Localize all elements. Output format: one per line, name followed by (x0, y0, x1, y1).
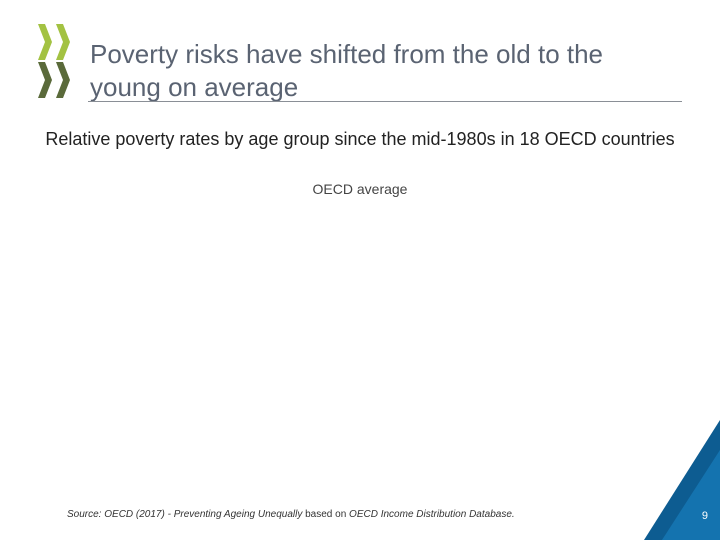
source-note: Source: OECD (2017) - Preventing Ageing … (67, 509, 627, 520)
corner-decoration-icon (644, 420, 720, 540)
oecd-logo-icon (38, 24, 70, 98)
slide-title: Poverty risks have shifted from the old … (90, 39, 604, 102)
chart-label: OECD average (312, 181, 408, 197)
title-divider (88, 101, 682, 102)
page-number: 9 (701, 510, 708, 522)
source-middle: based on (302, 509, 350, 520)
source-title: Preventing Ageing Unequally (173, 509, 303, 520)
chart-subtitle: Relative poverty rates by age group sinc… (45, 129, 675, 149)
source-database: OECD Income Distribution Database. (349, 509, 515, 520)
source-prefix: Source: OECD (2017) - (67, 509, 174, 520)
